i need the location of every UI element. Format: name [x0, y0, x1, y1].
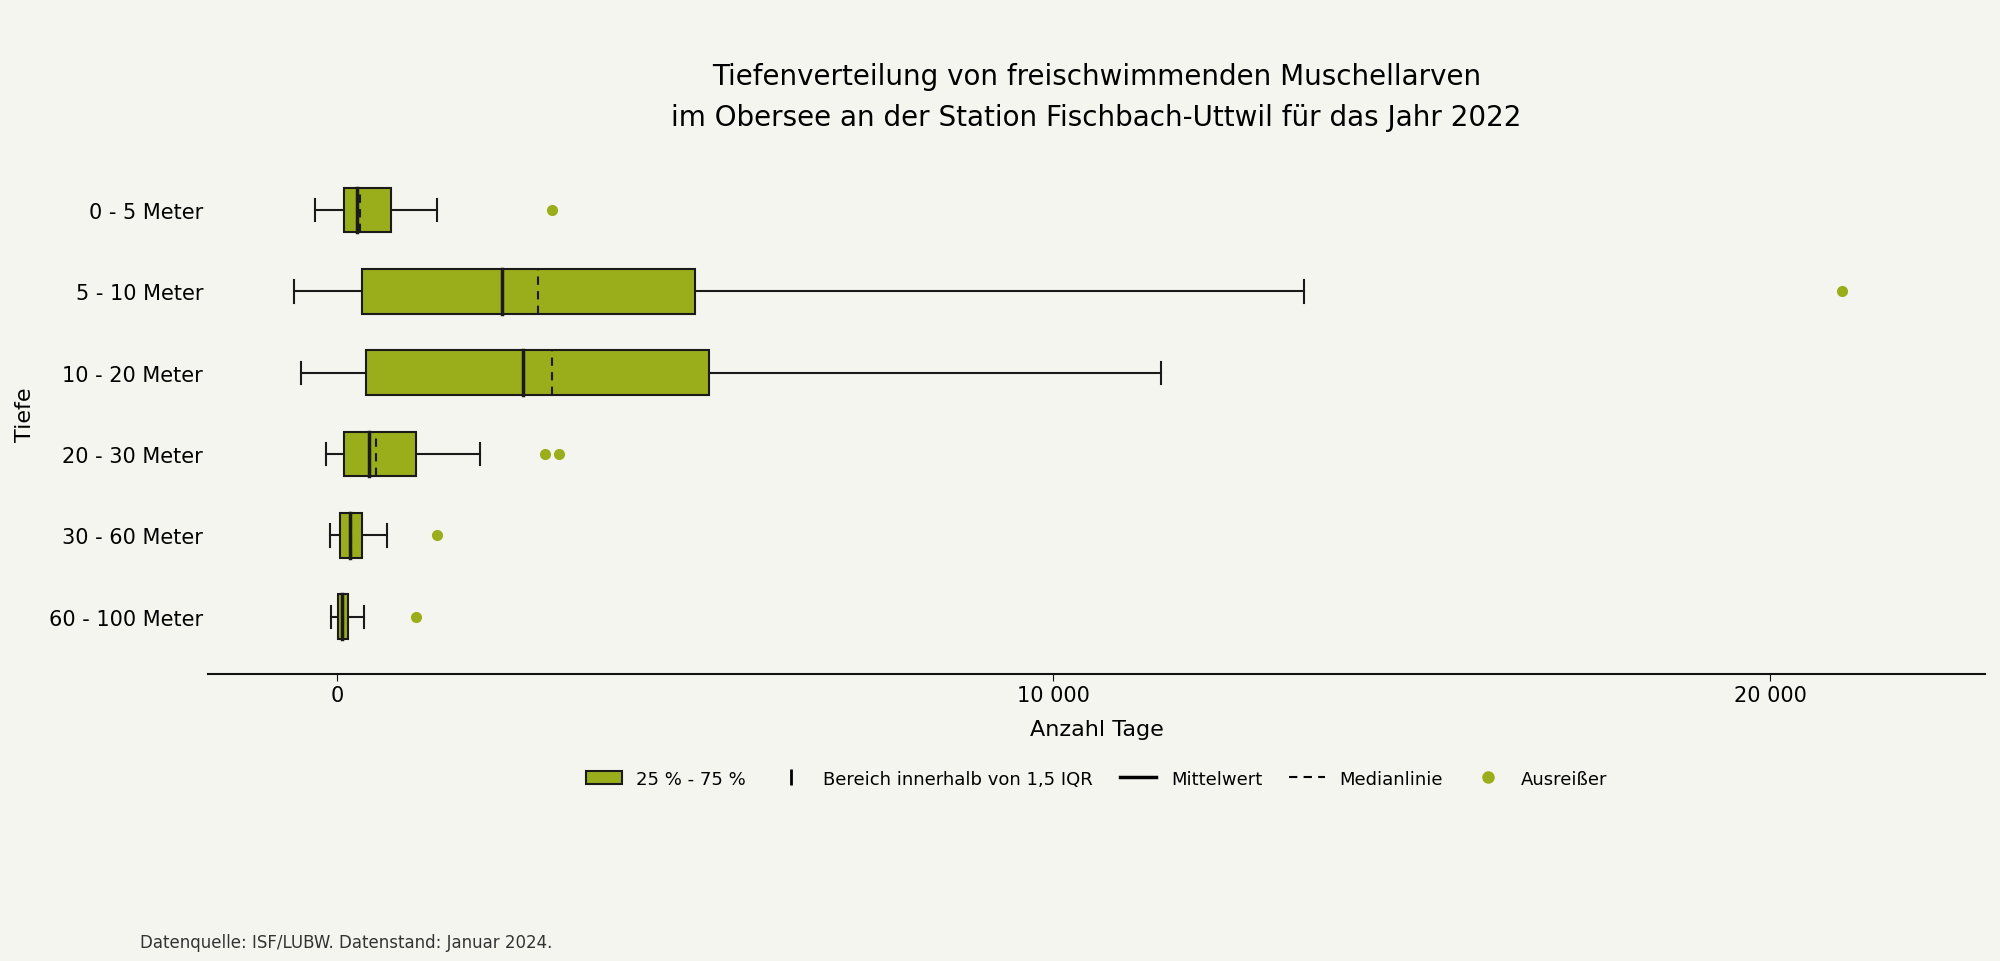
- Title: Tiefenverteilung von freischwimmenden Muschellarven
im Obersee an der Station Fi: Tiefenverteilung von freischwimmenden Mu…: [672, 63, 1522, 133]
- X-axis label: Anzahl Tage: Anzahl Tage: [1030, 720, 1164, 740]
- Text: Datenquelle: ISF/LUBW. Datenstand: Januar 2024.: Datenquelle: ISF/LUBW. Datenstand: Janua…: [140, 933, 552, 951]
- Bar: [362, 270, 696, 314]
- Bar: [344, 432, 416, 477]
- Bar: [340, 513, 362, 558]
- Y-axis label: Tiefe: Tiefe: [16, 386, 36, 441]
- Bar: [366, 351, 710, 396]
- Bar: [344, 188, 390, 234]
- Legend: 25 % - 75 %, Bereich innerhalb von 1,5 IQR, Mittelwert, Medianlinie, Ausreißer: 25 % - 75 %, Bereich innerhalb von 1,5 I…: [578, 762, 1614, 795]
- Bar: [338, 595, 348, 639]
